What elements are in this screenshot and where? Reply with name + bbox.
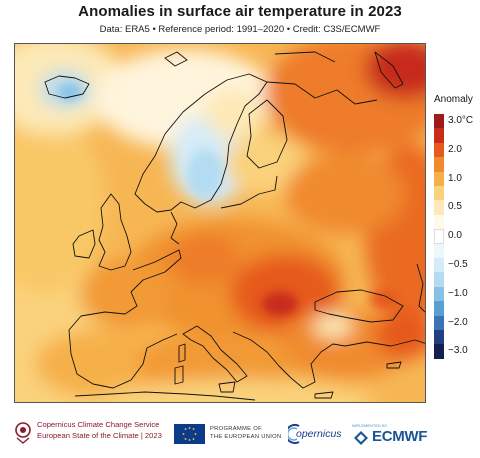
c3s-line2: European State of the Climate | 2023 bbox=[37, 431, 162, 440]
legend-swatch bbox=[434, 315, 444, 331]
legend-swatch bbox=[434, 286, 444, 302]
anomaly-map bbox=[14, 43, 426, 403]
legend-swatch bbox=[434, 272, 444, 288]
ecmwf-text: ECMWF bbox=[372, 428, 428, 445]
ecmwf-implemented-by: IMPLEMENTED BY bbox=[352, 423, 388, 428]
footer: Copernicus Climate Change Service Europe… bbox=[0, 408, 480, 458]
legend-swatch bbox=[434, 301, 444, 317]
map-title: Anomalies in surface air temperature in … bbox=[78, 3, 402, 20]
copernicus-logo-icon bbox=[288, 424, 300, 444]
c3s-line1: Copernicus Climate Change Service bbox=[37, 420, 160, 429]
legend-swatch bbox=[434, 344, 444, 360]
legend-swatch bbox=[434, 258, 444, 273]
legend-tick-label: −2.0 bbox=[448, 316, 468, 328]
ecmwf-logo: ECMWF bbox=[352, 428, 472, 452]
eu-text: PROGRAMME OF THE EUROPEAN UNION bbox=[210, 425, 281, 441]
legend-swatch bbox=[434, 128, 444, 144]
legend: Anomaly 3.0°C 2.0 1.0 0.5 0.0 −0.5 −1.0 −2.0 −3.… bbox=[428, 94, 480, 360]
eu-flag-icon bbox=[174, 424, 205, 444]
legend-tick-label: 0.5 bbox=[448, 201, 462, 213]
legend-swatch bbox=[434, 229, 444, 245]
legend-swatch bbox=[434, 200, 444, 216]
legend-title: Anomaly bbox=[434, 94, 473, 105]
legend-tick-label: 2.0 bbox=[448, 143, 462, 155]
eu-line2: THE EUROPEAN UNION bbox=[210, 434, 282, 440]
coastlines bbox=[44, 51, 425, 401]
legend-tick-label: −0.5 bbox=[448, 259, 468, 270]
c3s-logo-icon bbox=[15, 422, 31, 444]
anomaly-map-canvas bbox=[15, 44, 425, 402]
legend-tick-label: 0.0 bbox=[448, 230, 462, 242]
legend-tick-label: −1.0 bbox=[448, 287, 468, 299]
legend-swatch bbox=[434, 114, 444, 129]
legend-swatch bbox=[434, 330, 444, 345]
legend-swatch bbox=[434, 214, 444, 230]
legend-swatch bbox=[434, 243, 444, 259]
legend-tick-label: 1.0 bbox=[448, 172, 462, 184]
ecmwf-logo-icon bbox=[354, 431, 368, 445]
copernicus-logo: opernicus bbox=[288, 422, 348, 446]
c3s-text: Copernicus Climate Change Service Europe… bbox=[37, 419, 162, 441]
eu-line1: PROGRAMME OF bbox=[210, 426, 262, 432]
legend-swatch bbox=[434, 171, 444, 187]
legend-swatch bbox=[434, 157, 444, 173]
legend-tick-label: 3.0°C bbox=[448, 115, 474, 126]
copernicus-text: opernicus bbox=[296, 428, 342, 440]
legend-swatch bbox=[434, 142, 444, 158]
legend-swatch bbox=[434, 186, 444, 201]
map-subtitle: Data: ERA5 • Reference period: 1991–2020… bbox=[99, 24, 381, 35]
legend-tick-label: −3.0 bbox=[448, 345, 468, 357]
